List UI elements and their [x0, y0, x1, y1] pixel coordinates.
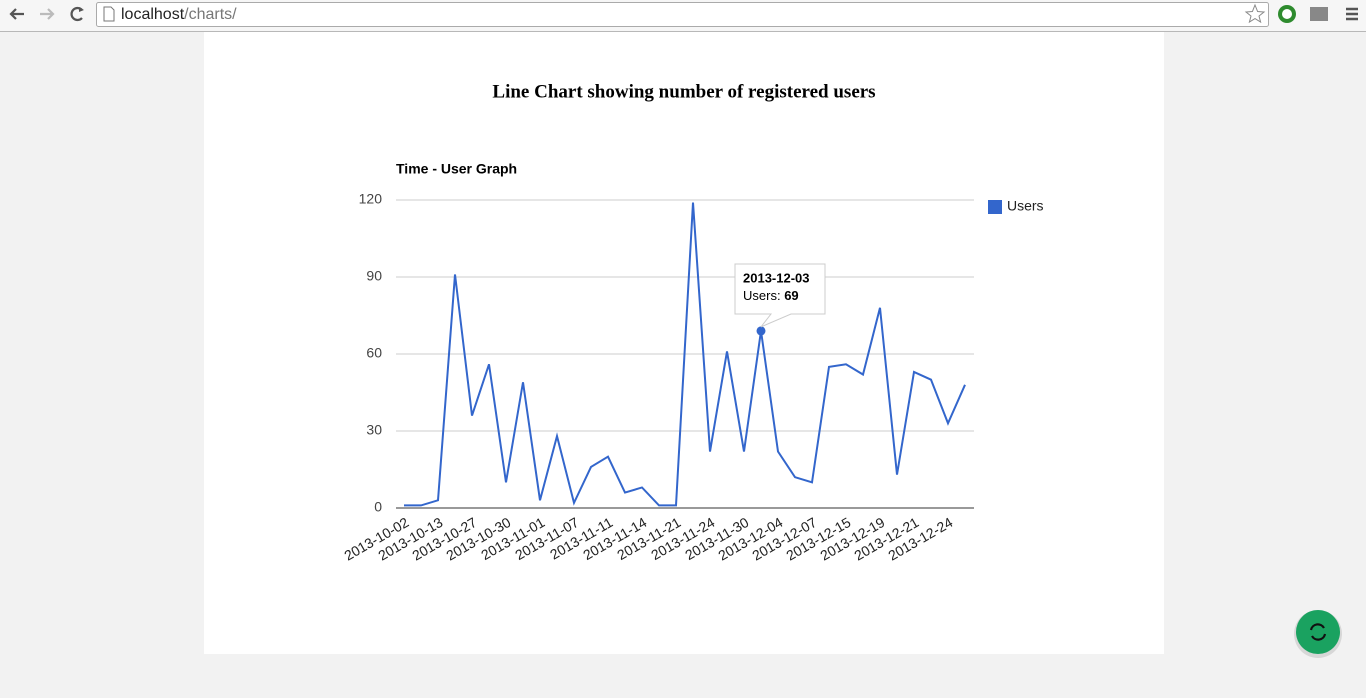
y-tick-label: 90 [366, 268, 382, 284]
reload-arrow [79, 7, 84, 12]
series-line [404, 202, 966, 507]
y-tick-label: 0 [374, 499, 382, 515]
y-tick-label: 60 [366, 345, 382, 361]
tooltip-series: Users [743, 288, 777, 303]
tooltip-body: Users: 69 [743, 288, 799, 303]
highlighted-point [756, 326, 766, 336]
url-path: /charts/ [184, 6, 237, 23]
tooltip-date: 2013-12-03 [743, 270, 810, 285]
legend-swatch [988, 200, 1002, 214]
url-host: localhost [121, 6, 185, 23]
tooltip-colon: : [777, 288, 784, 303]
content-panel [204, 32, 1164, 654]
y-tick-label: 30 [366, 422, 382, 438]
tooltip-box [734, 263, 826, 328]
bookmark-star[interactable] [1244, 3, 1266, 24]
page-heading: Line Chart showing number of registered … [492, 81, 875, 102]
refresh-fab[interactable] [1296, 610, 1340, 654]
back-button[interactable] [9, 8, 24, 20]
extension-icon-inner [1282, 9, 1292, 19]
chart-title: Time - User Graph [396, 161, 517, 177]
refresh-icon [1309, 623, 1327, 641]
url: localhost/charts/ [121, 6, 237, 23]
legend-label: Users [1007, 198, 1044, 214]
tooltip-value: 69 [784, 288, 798, 303]
y-tick-label: 120 [359, 191, 383, 207]
forward-button[interactable] [40, 8, 55, 20]
page-icon [103, 6, 115, 22]
mail-icon[interactable] [1310, 7, 1328, 21]
address-bar[interactable] [96, 2, 1269, 27]
menu-button[interactable] [1346, 7, 1358, 21]
